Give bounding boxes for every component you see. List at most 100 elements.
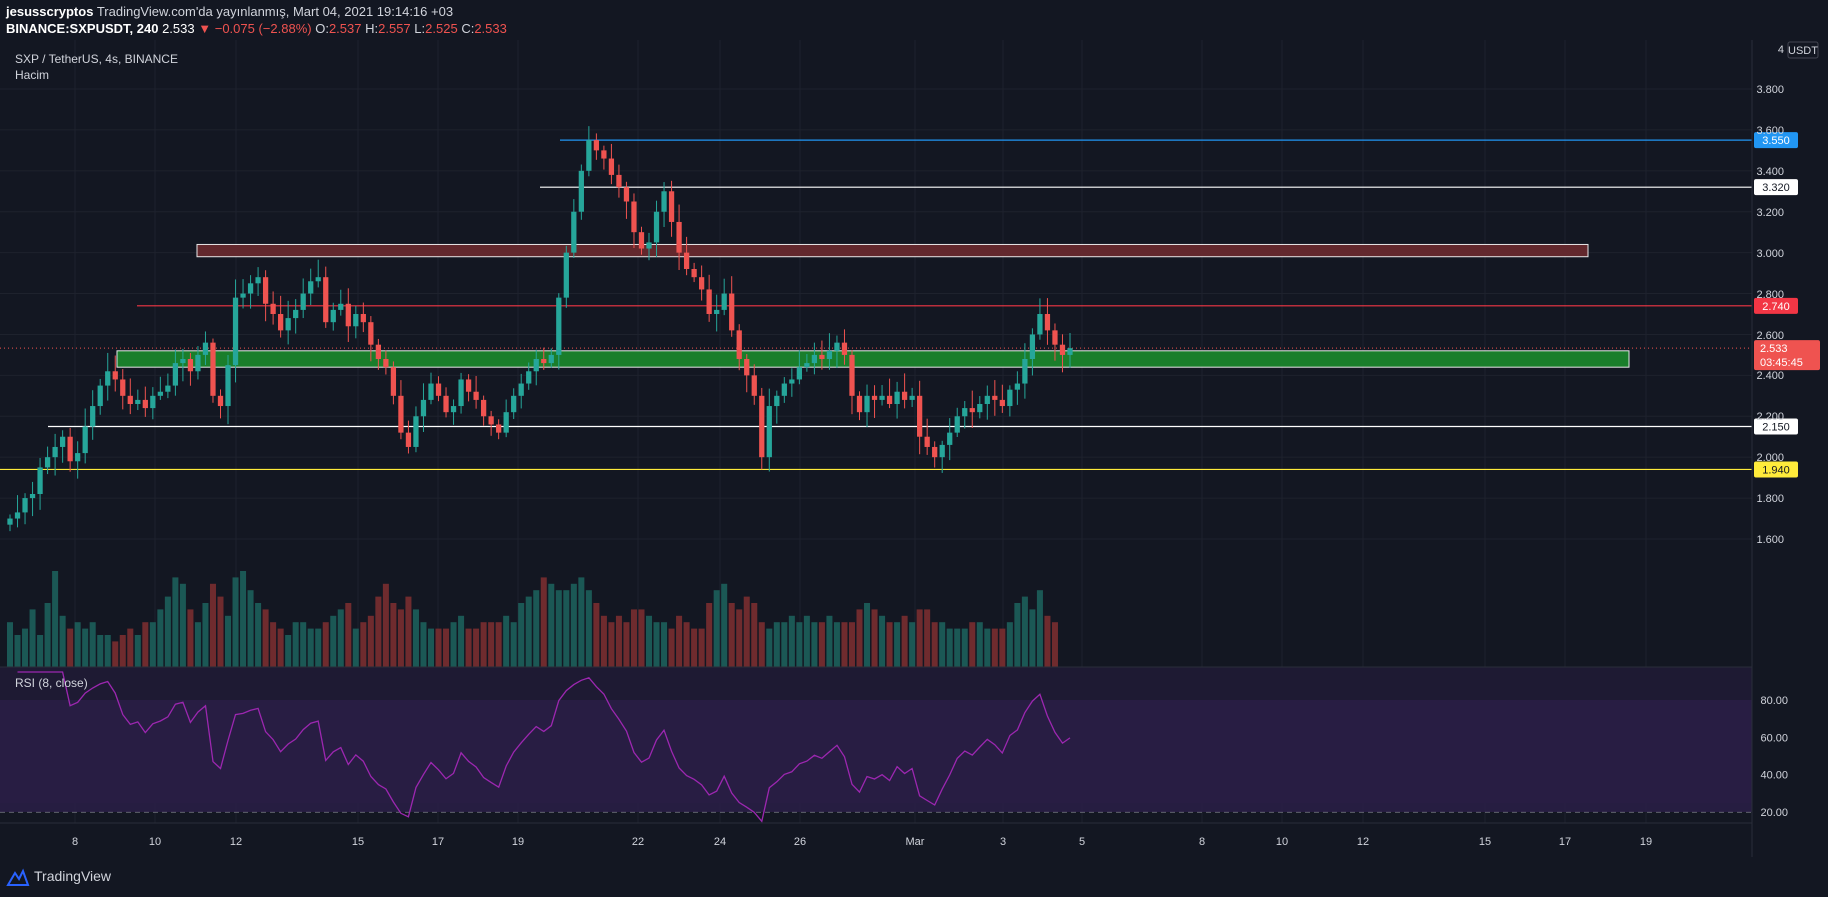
candle-body	[480, 399, 487, 417]
candle-body	[225, 365, 231, 407]
candle-body	[729, 293, 735, 331]
candle-body	[781, 383, 787, 396]
volume-bar	[1014, 603, 1021, 667]
candle-body	[262, 277, 269, 304]
chart-area[interactable]: 3.550 3.320 2.740 2.150 1.940 2.533 03:45:45 4…	[0, 40, 1828, 857]
high-label: H:	[365, 21, 379, 36]
level-label: 3.320	[1762, 182, 1790, 194]
volume-bar	[706, 603, 713, 667]
candle-body	[247, 283, 254, 294]
candle-body	[90, 406, 96, 427]
candle-body	[856, 395, 863, 413]
price-tick-label: 3.600	[1756, 125, 1784, 137]
volume-bar	[112, 641, 119, 667]
candle-body	[52, 446, 58, 458]
time-axis[interactable]: 8 10 12 15 17 19 22 24 26 Mar 3 5 8 10 12 15 17 19	[72, 836, 1652, 848]
price-tick-label: 2.600	[1756, 330, 1784, 342]
candle-body	[22, 498, 28, 513]
candle-body	[721, 293, 727, 310]
candle-body	[428, 383, 434, 400]
horizontal-levels: 3.550 3.320 2.740 2.150 1.940 2.533 03:45:45	[0, 132, 1820, 478]
tradingview-logo-icon[interactable]	[6, 867, 30, 887]
candle-body	[894, 391, 900, 404]
volume-bar	[713, 590, 720, 667]
volume-bar	[751, 603, 758, 667]
volume-bar	[555, 590, 562, 667]
candle-body	[947, 432, 953, 445]
candle-body	[450, 406, 457, 413]
candle-body	[1022, 359, 1028, 384]
volume-bar	[300, 622, 307, 667]
countdown-label: 03:45:45	[1760, 357, 1803, 369]
ohlc-line: BINANCE:SXPUSDT, 240 2.533 ▼ −0.075 (−2.…	[6, 21, 507, 36]
candle-body	[270, 303, 276, 314]
volume-bar	[803, 615, 810, 667]
volume-bar	[781, 622, 788, 667]
volume-bar	[427, 628, 434, 667]
volume-bar	[322, 622, 329, 667]
candle-body	[556, 297, 562, 355]
candle-body	[548, 354, 554, 364]
rsi-line	[17, 671, 1071, 823]
candle-body	[97, 385, 103, 407]
volume-bar	[443, 628, 450, 667]
volume-bar	[495, 622, 502, 667]
volume-bar	[390, 603, 397, 667]
candle-body	[954, 416, 960, 433]
open-value: 2.537	[328, 21, 362, 36]
candle-body	[315, 277, 321, 282]
volume-bar	[999, 628, 1006, 667]
high-value: 2.557	[378, 21, 411, 36]
volume-bar	[59, 615, 66, 667]
volume-bar	[593, 603, 600, 667]
volume-bar	[518, 603, 525, 667]
candle-body	[909, 395, 915, 400]
price-axis[interactable]: 4 3.800 3.600 3.400 3.200 3.000 2.800 2.600 2.40…	[1756, 41, 1819, 819]
candle-body	[999, 399, 1005, 407]
volume-bar	[1044, 615, 1051, 667]
level-badge	[1754, 418, 1798, 435]
last-price-badge	[1754, 340, 1820, 371]
candle-body	[1007, 389, 1013, 407]
candle-body	[1029, 334, 1036, 359]
candle-body	[1067, 348, 1073, 355]
candle-body	[202, 342, 209, 355]
price-tick-label: 2.800	[1756, 289, 1784, 301]
author-name[interactable]: jesusscryptos	[6, 4, 94, 19]
volume-bar	[563, 590, 570, 667]
volume-bar	[540, 577, 547, 667]
volume-bar	[901, 615, 908, 667]
candle-body	[586, 140, 592, 171]
level-badge	[1754, 179, 1798, 196]
volume-bar	[743, 596, 750, 667]
candle-body	[571, 211, 577, 253]
candle-body	[1014, 383, 1021, 390]
candle-body	[187, 359, 194, 372]
volume-bar	[352, 628, 359, 667]
open-label: O:	[315, 21, 329, 36]
volume-bar	[149, 622, 156, 667]
candle-body	[345, 303, 351, 327]
candle-body	[210, 342, 216, 396]
close-label: C:	[461, 21, 475, 36]
candle-body	[623, 187, 630, 202]
volume-bar	[758, 622, 765, 667]
time-tick-label: 8	[72, 836, 78, 848]
brand-label[interactable]: TradingView	[34, 868, 112, 884]
candle-body	[405, 432, 412, 447]
volume-bar	[202, 603, 209, 667]
candle-body	[443, 395, 449, 413]
candle-body	[323, 277, 329, 323]
price-tick-label: 2.400	[1756, 370, 1784, 382]
price-tick-label: 3.800	[1756, 84, 1784, 96]
candle-body	[819, 354, 825, 359]
candle-body	[390, 367, 397, 396]
last-price-value: 2.533	[162, 21, 195, 36]
price-tick-label: 2.000	[1756, 452, 1784, 464]
symbol-label[interactable]: BINANCE:SXPUSDT, 240	[6, 21, 159, 36]
volume-bar	[465, 628, 472, 667]
volume-bar	[856, 609, 863, 667]
volume-bar	[939, 622, 946, 667]
volume-bar	[698, 628, 705, 667]
rsi-band	[0, 700, 1752, 812]
